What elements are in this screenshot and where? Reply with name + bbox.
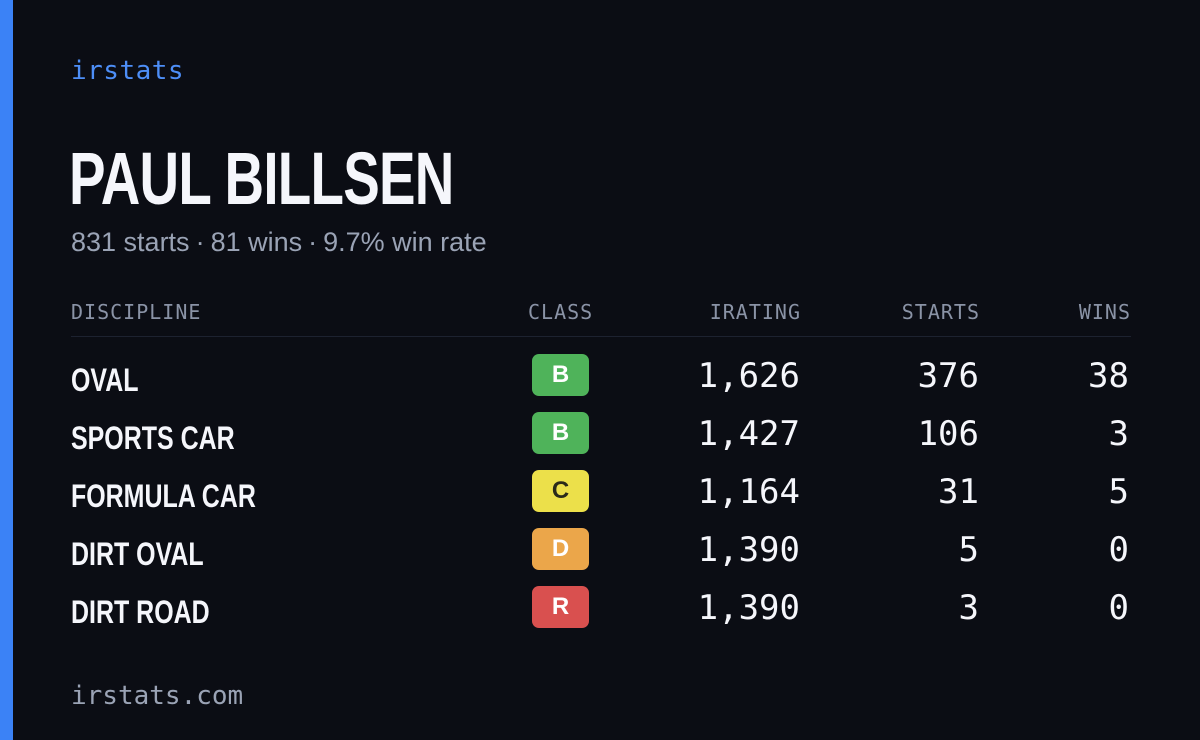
table-row: SPORTS CAR B 1,427 106 3	[71, 412, 1131, 470]
summary-win-rate: 9.7% win rate	[323, 227, 487, 257]
driver-name: PAUL BILLSEN	[69, 137, 454, 220]
discipline-name: DIRT OVAL	[71, 536, 204, 572]
header-class: CLASS	[528, 300, 594, 324]
irating-value: 1,626	[697, 356, 800, 396]
wins-value: 0	[1108, 530, 1129, 570]
starts-value: 376	[917, 356, 979, 396]
irating-value: 1,427	[697, 414, 800, 454]
class-badge: D	[532, 528, 589, 570]
table-row: DIRT OVAL D 1,390 5 0	[71, 528, 1131, 586]
accent-bar	[0, 0, 13, 740]
starts-value: 31	[938, 472, 979, 512]
table-row: OVAL B 1,626 376 38	[71, 354, 1131, 412]
class-badge: B	[532, 354, 589, 396]
starts-value: 106	[917, 414, 979, 454]
table-header: DISCIPLINE CLASS IRATING STARTS WINS	[71, 300, 1131, 337]
starts-value: 3	[958, 588, 979, 628]
table-row: FORMULA CAR C 1,164 31 5	[71, 470, 1131, 528]
irating-value: 1,390	[697, 530, 800, 570]
table-row: DIRT ROAD R 1,390 3 0	[71, 586, 1131, 644]
wins-value: 5	[1108, 472, 1129, 512]
driver-summary: 831 starts · 81 wins · 9.7% win rate	[71, 227, 487, 258]
summary-separator: ·	[195, 227, 205, 257]
wins-value: 3	[1108, 414, 1129, 454]
irating-value: 1,390	[697, 588, 800, 628]
brand-logo: irstats	[71, 56, 185, 86]
footer-url[interactable]: irstats.com	[71, 681, 244, 711]
class-badge: R	[532, 586, 589, 628]
discipline-name: DIRT ROAD	[71, 594, 210, 630]
header-starts: STARTS	[901, 300, 980, 324]
header-irating: IRATING	[709, 300, 801, 324]
class-badge: B	[532, 412, 589, 454]
discipline-name: OVAL	[71, 362, 139, 398]
header-discipline: DISCIPLINE	[71, 300, 202, 324]
summary-separator: ·	[308, 227, 318, 257]
summary-starts: 831 starts	[71, 227, 190, 257]
discipline-name: FORMULA CAR	[71, 478, 256, 514]
wins-value: 38	[1088, 356, 1129, 396]
irating-value: 1,164	[697, 472, 800, 512]
starts-value: 5	[958, 530, 979, 570]
wins-value: 0	[1108, 588, 1129, 628]
summary-wins: 81 wins	[210, 227, 303, 257]
header-wins: WINS	[1078, 300, 1131, 324]
discipline-name: SPORTS CAR	[71, 420, 235, 456]
class-badge: C	[532, 470, 589, 512]
